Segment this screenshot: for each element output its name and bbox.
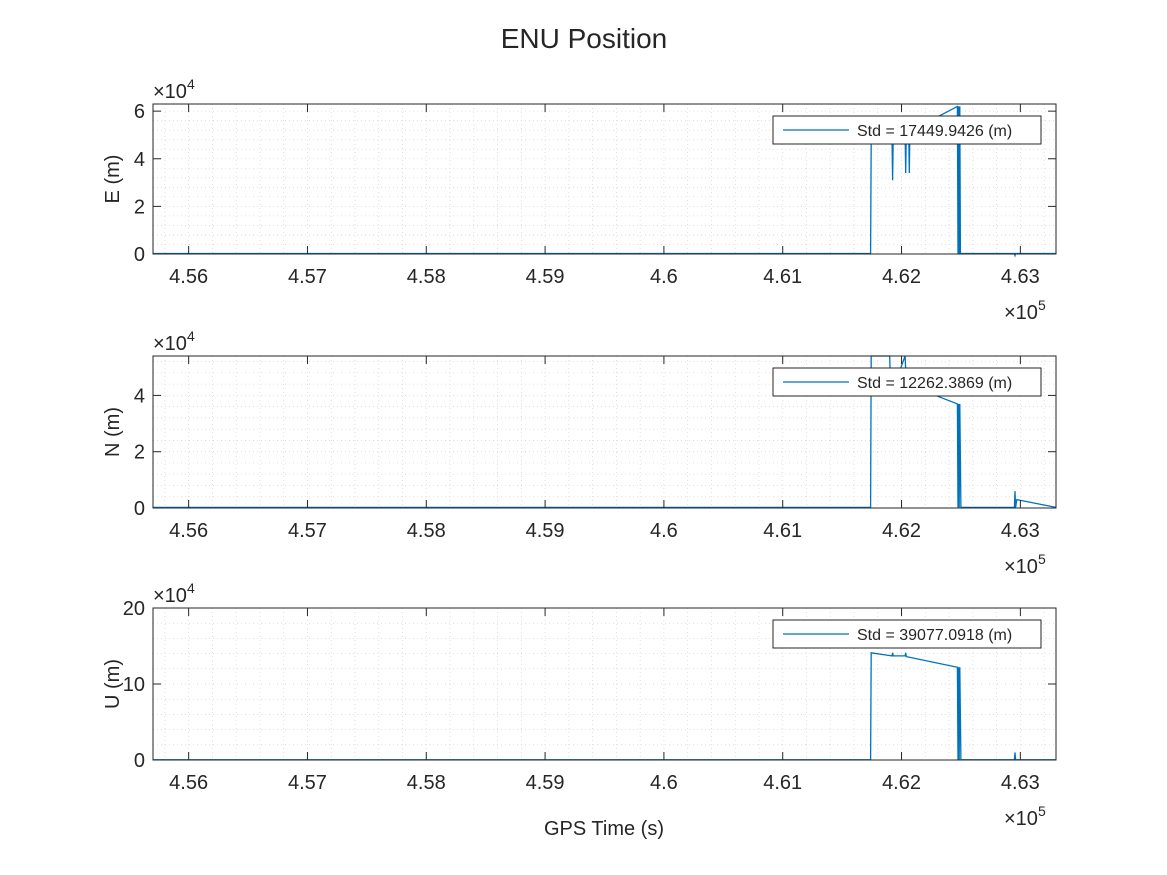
x-tick-label: 4.59 bbox=[526, 772, 565, 794]
subplot-e: 4.56 4.57 4.58 4.59 4.6 4.61 4.62 4.63 0 2 4 6 ×104 ×… bbox=[102, 76, 1057, 324]
x-tick-label: 4.61 bbox=[763, 772, 802, 794]
y-tick-label: 2 bbox=[134, 196, 145, 218]
y-exponent-power: 4 bbox=[187, 328, 195, 344]
x-tick-label: 4.58 bbox=[407, 266, 446, 288]
subplot-u: 4.56 4.57 4.58 4.59 4.6 4.61 4.62 4.63 0 10 20 ×104… bbox=[102, 580, 1057, 830]
legend-label: Std = 17449.9426 (m) bbox=[857, 123, 1012, 140]
y-tick-label: 4 bbox=[134, 385, 145, 407]
y-tick-label: 6 bbox=[134, 101, 145, 123]
axes-frame-n bbox=[152, 355, 1057, 509]
y-exponent-label: ×104 bbox=[153, 328, 195, 355]
x-tick-label: 4.58 bbox=[407, 772, 446, 794]
y-axis-label-u: U (m) bbox=[102, 659, 124, 709]
x-tick-label: 4.62 bbox=[882, 520, 921, 542]
x-tick-label: 4.56 bbox=[169, 772, 208, 794]
x-tick-label: 4.57 bbox=[288, 266, 327, 288]
y-tick-label: 10 bbox=[123, 674, 145, 696]
y-exponent-label: ×104 bbox=[153, 76, 195, 103]
y-tick-label: 0 bbox=[134, 244, 145, 266]
x-tick-label: 4.59 bbox=[526, 266, 565, 288]
x-exponent-label: ×105 bbox=[1004, 803, 1046, 830]
y-tick-label: 2 bbox=[134, 442, 145, 464]
x-tick-label: 4.6 bbox=[650, 772, 678, 794]
x-tick-label: 4.59 bbox=[526, 520, 565, 542]
x-tick-label: 4.6 bbox=[650, 266, 678, 288]
x-axis-label: GPS Time (s) bbox=[544, 818, 664, 840]
x-exponent-power: 5 bbox=[1038, 803, 1046, 819]
x-tick-label: 4.58 bbox=[407, 520, 446, 542]
y-exponent-label: ×104 bbox=[153, 580, 195, 607]
x-tick-label: 4.62 bbox=[882, 266, 921, 288]
legend-e: Std = 17449.9426 (m) bbox=[772, 115, 1042, 145]
subplots-container: 4.56 4.57 4.58 4.59 4.6 4.61 4.62 4.630246×104×… bbox=[102, 76, 1057, 830]
y-tick-label: 0 bbox=[134, 498, 145, 520]
y-exponent-power: 4 bbox=[187, 76, 195, 92]
axes-frame-e bbox=[152, 103, 1057, 255]
x-exponent-label: ×105 bbox=[1004, 551, 1046, 578]
legend-n: Std = 12262.3869 (m) bbox=[772, 367, 1042, 397]
x-tick-label: 4.63 bbox=[1001, 266, 1040, 288]
y-axis-label-n: N (m) bbox=[102, 407, 124, 457]
legend-label: Std = 12262.3869 (m) bbox=[857, 375, 1012, 392]
y-exponent-power: 4 bbox=[187, 580, 195, 596]
x-tick-label: 4.56 bbox=[169, 520, 208, 542]
x-tick-label: 4.63 bbox=[1001, 772, 1040, 794]
x-tick-label: 4.57 bbox=[288, 772, 327, 794]
x-exponent-power: 5 bbox=[1038, 297, 1046, 313]
y-axis-label-e: E (m) bbox=[102, 155, 124, 204]
x-exponent-label: ×105 bbox=[1004, 297, 1046, 324]
legend-u: Std = 39077.0918 (m) bbox=[772, 619, 1042, 649]
x-tick-label: 4.6 bbox=[650, 520, 678, 542]
x-tick-label: 4.56 bbox=[169, 266, 208, 288]
figure-title: ENU Position bbox=[501, 23, 668, 54]
legend-label: Std = 39077.0918 (m) bbox=[857, 627, 1012, 644]
subplot-n: 4.56 4.57 4.58 4.59 4.6 4.61 4.62 4.63024×104×1… bbox=[102, 328, 1057, 578]
x-tick-label: 4.61 bbox=[763, 520, 802, 542]
x-tick-label: 4.63 bbox=[1001, 520, 1040, 542]
x-tick-label: 4.61 bbox=[763, 266, 802, 288]
x-tick-label: 4.62 bbox=[882, 772, 921, 794]
y-tick-label: 20 bbox=[123, 598, 145, 620]
x-exponent-power: 5 bbox=[1038, 551, 1046, 567]
x-tick-label: 4.57 bbox=[288, 520, 327, 542]
y-tick-label: 0 bbox=[134, 750, 145, 772]
y-tick-label: 4 bbox=[134, 149, 145, 171]
